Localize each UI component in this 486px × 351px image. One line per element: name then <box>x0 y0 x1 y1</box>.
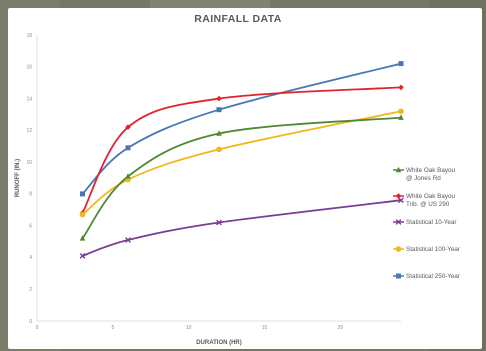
x-axis-title: DURATION (HR) <box>196 340 242 346</box>
data-point-series-2 <box>216 219 222 226</box>
legend-marker-0 <box>395 166 402 173</box>
y-tick-label: 2 <box>29 287 32 293</box>
legend-marker-1 <box>395 193 402 199</box>
legend-label-3: Statistical 100-Year <box>406 246 460 253</box>
legend-label-1: White Oak Bayou <box>406 193 455 200</box>
data-point-series-2 <box>125 237 131 243</box>
series-line-4 <box>81 62 402 195</box>
data-point-series-0 <box>216 130 222 136</box>
data-point-series-2 <box>398 197 404 204</box>
data-point-series-4 <box>125 145 131 151</box>
y-tick-label: 18 <box>26 33 32 39</box>
series-line-0 <box>81 116 402 240</box>
y-tick-label: 12 <box>26 128 32 134</box>
data-point-series-1 <box>125 124 131 130</box>
y-tick-label: 16 <box>26 65 32 71</box>
y-tick-label: 10 <box>26 160 32 166</box>
x-tick-label: 10 <box>186 325 192 331</box>
series-line-1 <box>81 86 402 214</box>
y-tick-label: 4 <box>29 255 32 261</box>
legend-label-2: Statistical 10-Year <box>406 219 457 226</box>
legend-label-4: Statistical 250-Year <box>406 273 460 280</box>
y-tick-label: 14 <box>26 96 32 102</box>
data-point-series-2 <box>79 252 86 259</box>
data-point-series-3 <box>79 211 86 218</box>
x-tick-label: 15 <box>262 325 268 331</box>
data-point-series-0 <box>79 235 86 241</box>
legend-label-0: White Oak Bayou <box>406 167 455 174</box>
data-point-series-4 <box>216 107 222 113</box>
y-tick-label: 0 <box>29 319 32 325</box>
data-point-series-1 <box>398 84 404 91</box>
legend-label-0: @ Jones Rd <box>406 175 441 182</box>
chart-title: RAINFALL DATA <box>194 13 281 25</box>
data-point-series-3 <box>216 146 222 153</box>
legend-marker-4 <box>396 273 401 279</box>
series-line-2 <box>81 199 402 257</box>
y-axis-title: RUNOFF (IN.) <box>15 159 21 197</box>
data-point-series-0 <box>125 173 131 179</box>
x-tick-label: 0 <box>36 325 39 331</box>
data-point-series-0 <box>398 114 404 120</box>
legend-marker-3 <box>395 246 402 252</box>
series-line-3 <box>81 110 402 216</box>
legend-marker-2 <box>395 219 402 225</box>
y-tick-label: 8 <box>29 192 32 198</box>
data-point-series-4 <box>398 61 404 67</box>
data-point-series-3 <box>398 108 404 115</box>
data-point-series-1 <box>216 95 222 102</box>
x-tick-label: 20 <box>338 325 344 331</box>
legend-label-1: Trib. @ US 290 <box>406 201 450 208</box>
x-tick-label: 5 <box>111 325 114 331</box>
y-tick-label: 6 <box>29 223 32 229</box>
data-point-series-4 <box>80 191 85 197</box>
